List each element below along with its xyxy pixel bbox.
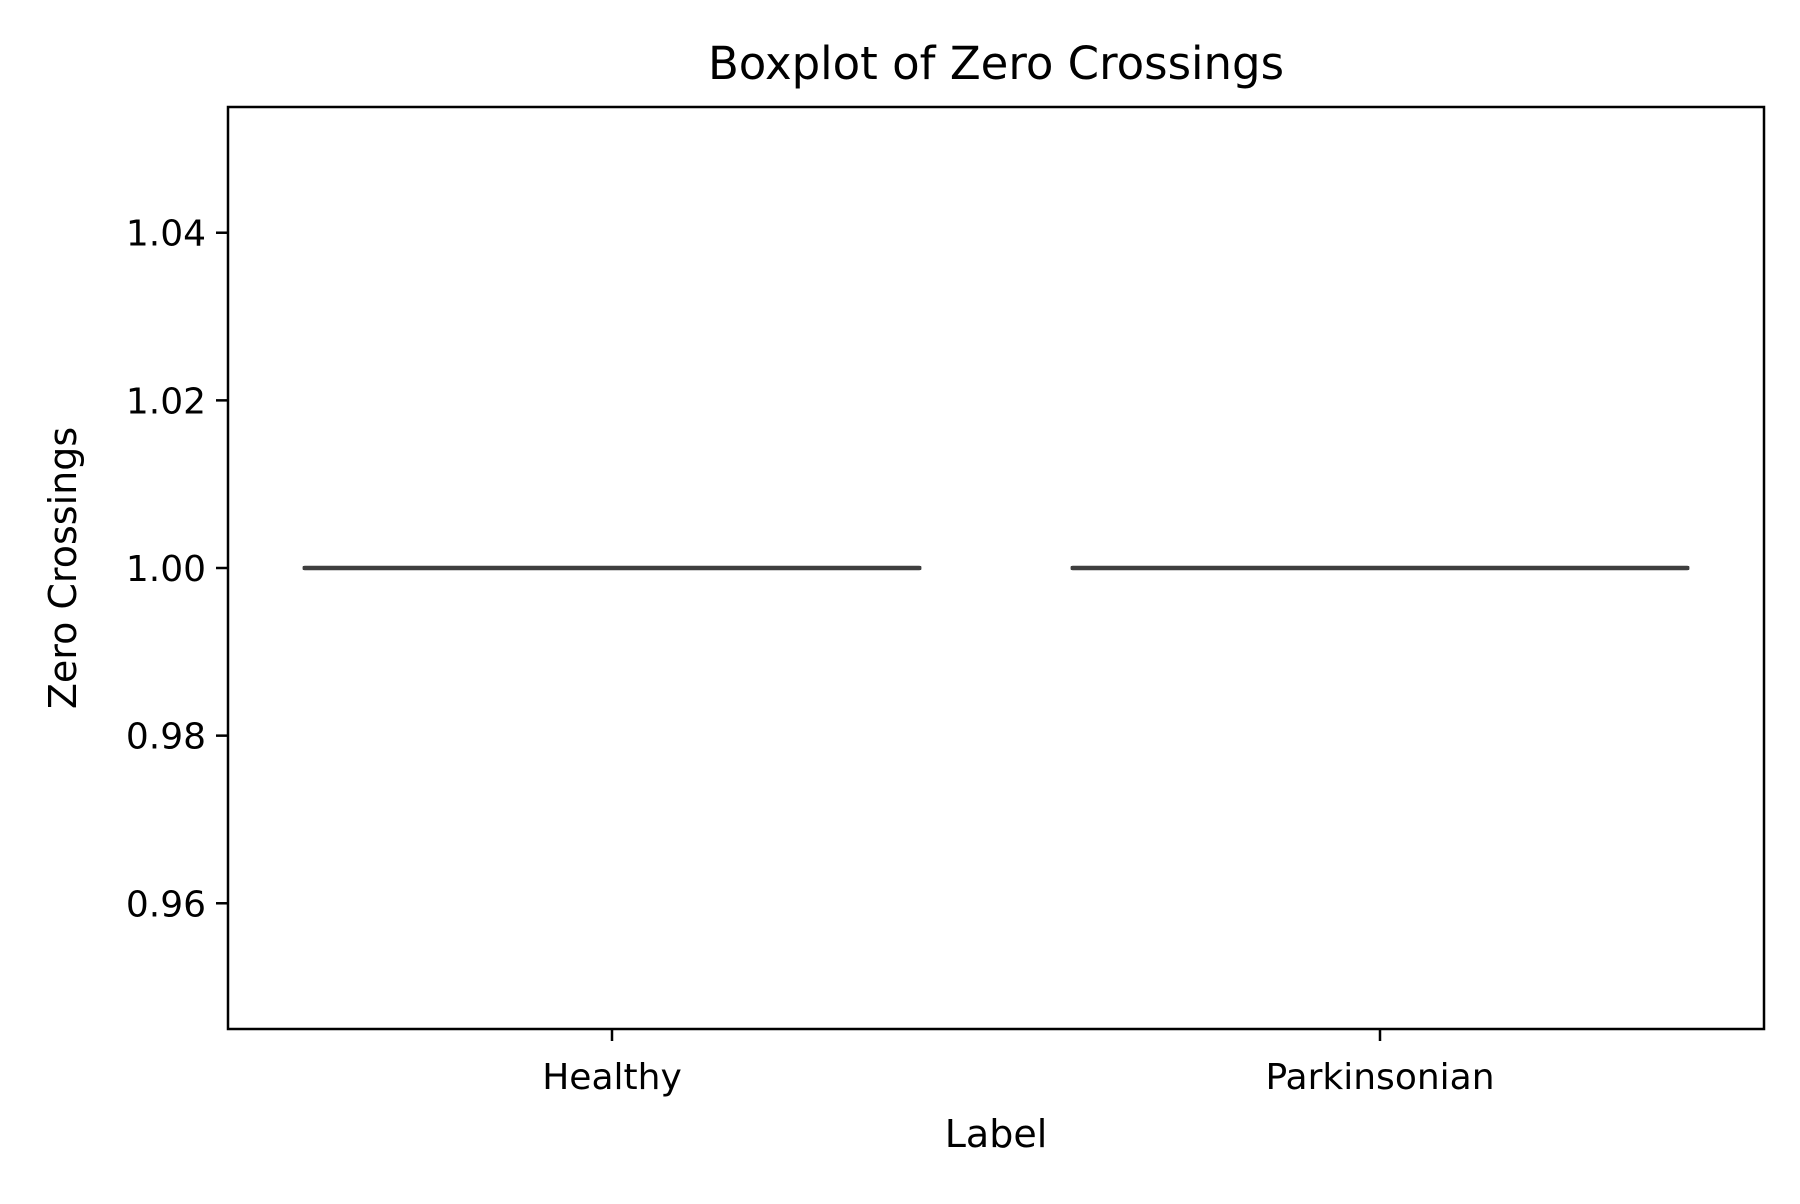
y-axis-label: Zero Crossings xyxy=(41,427,85,709)
x-axis-label: Label xyxy=(945,1112,1048,1156)
y-tick-label: 0.98 xyxy=(126,717,206,758)
y-tick-label: 0.96 xyxy=(126,884,206,925)
y-tick-label: 1.00 xyxy=(126,549,206,590)
x-axis: Healthy Parkinsonian xyxy=(542,1029,1494,1098)
y-tick-label: 1.04 xyxy=(126,214,206,255)
chart-title: Boxplot of Zero Crossings xyxy=(708,37,1284,90)
y-tick-label: 1.02 xyxy=(126,381,206,422)
y-axis: 0.96 0.98 1.00 1.02 1.04 xyxy=(126,214,228,926)
x-tick-label: Parkinsonian xyxy=(1265,1057,1494,1098)
x-tick-label: Healthy xyxy=(542,1057,682,1098)
